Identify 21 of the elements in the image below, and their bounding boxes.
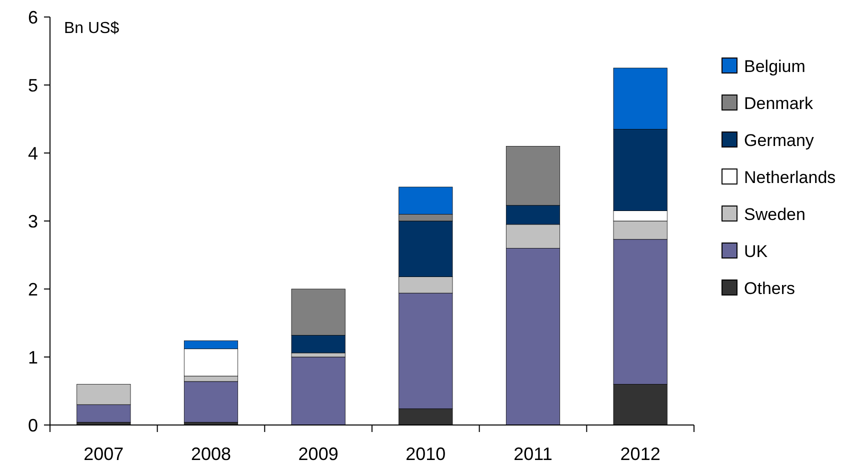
y-tick-label: 5: [28, 75, 38, 96]
x-tick-label: 2007: [84, 444, 124, 464]
x-tick-label: 2009: [298, 444, 338, 464]
legend-label: Germany: [744, 130, 814, 150]
legend-label: UK: [744, 242, 768, 261]
legend-label: Denmark: [744, 94, 814, 113]
y-tick-label: 0: [28, 415, 38, 436]
legend-label: Belgium: [744, 56, 806, 76]
x-tick-label: 2010: [406, 444, 446, 464]
y-tick-label: 2: [28, 279, 38, 300]
x-tick-label: 2008: [190, 444, 232, 464]
legend-label: Netherlands: [744, 168, 836, 187]
legend-label: Sweden: [744, 204, 806, 224]
y-tick-label: 6: [28, 7, 38, 28]
x-tick-label: 2011: [514, 444, 552, 464]
y-tick-label: 4: [28, 143, 38, 164]
y-tick-label: 3: [28, 211, 38, 232]
legend-label: Others: [744, 278, 796, 298]
y-tick-label: 1: [28, 347, 38, 368]
x-tick-label: 2012: [620, 444, 660, 464]
y-axis-title: Bn US$: [64, 20, 120, 37]
